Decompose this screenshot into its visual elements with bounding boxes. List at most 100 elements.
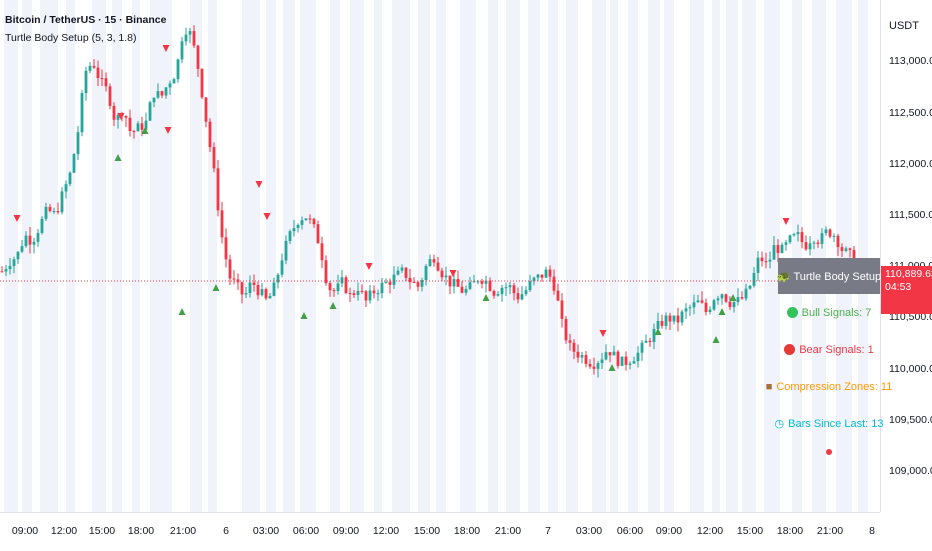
bullish-candle [184,27,188,46]
bearish-candle [668,312,672,330]
bearish-candle [660,314,664,329]
compression-zone-band [4,0,18,512]
bullish-candle [652,323,656,350]
chart-legend: Bitcoin / TetherUS · 15 · Binance Turtle… [5,14,166,44]
bullish-candle [392,266,396,290]
bull-signal-marker [608,364,616,371]
bullish-candle [748,285,752,290]
last-price-tag: 110,889.63 04:53 [881,266,932,314]
bullish-candle [84,66,88,101]
symbol-title[interactable]: Bitcoin / TetherUS · 15 · Binance [5,14,167,26]
bullish-candle [280,253,284,278]
bullish-candle [44,202,48,222]
box-icon: ■ [765,380,773,393]
bullish-candle [644,334,648,343]
compression-zone-band [712,0,720,512]
compression-zone-band [836,0,852,512]
bearish-candle [332,288,336,297]
candlestick-chart[interactable] [0,0,880,512]
bear-signal-marker [449,270,457,277]
bear-signal-marker [117,113,125,120]
bearish-candle [552,269,556,295]
bullish-candle [824,226,828,236]
bearish-candle [512,282,516,301]
bearish-candle [344,275,348,295]
bearish-candle [240,281,244,304]
time-tick-label: 21:00 [169,525,197,537]
bearish-candle [448,275,452,295]
bullish-candle [60,187,64,215]
bullish-candle [180,36,184,64]
bullish-candle [368,284,372,304]
bearish-candle [200,68,204,100]
currency-label[interactable]: USDT [889,20,919,32]
bullish-candle [304,218,308,221]
bullish-candle [284,235,288,265]
bullish-candle [500,284,504,302]
bullish-candle [636,346,640,368]
bullish-candle [116,112,120,129]
time-tick-label: 15:00 [88,525,116,537]
bullish-candle [656,312,660,332]
bullish-candle [76,125,80,160]
time-axis[interactable]: 09:00 12:00 15:00 18:00 21:00 6 03:00 06:00 09:0… [0,512,880,551]
time-tick-label: 06:00 [292,525,320,537]
bearish-candle [92,59,96,69]
bull-signal-marker [300,312,308,319]
bullish-candle [708,306,712,315]
time-tick-label: 15:00 [736,525,764,537]
bullish-candle [476,280,480,285]
bullish-candle [356,282,360,301]
time-tick-label: 18:00 [127,525,155,537]
time-tick-label: 03:00 [575,525,603,537]
time-tick-label: 18:00 [453,525,481,537]
indicator-title[interactable]: Turtle Body Setup (5, 3, 1.8) [5,32,137,44]
bull-signal-marker [212,284,220,291]
compression-zone-band [300,0,316,512]
bullish-candle [248,275,252,298]
bearish-candle [564,316,568,344]
price-axis[interactable]: USDT 113,000.00 112,500.00 112,000.00 111,5… [880,0,932,512]
bearish-candle [320,236,324,269]
bullish-candle [720,293,724,305]
bearish-candle [316,220,320,244]
bullish-candle [772,236,776,260]
compression-zones-row: ■ Compression Zones: 11 [766,368,893,405]
bearish-candle [760,251,764,267]
bearish-candle [48,203,52,213]
bearish-candle [140,116,144,137]
compression-zone-band [22,0,32,512]
bearish-candle [204,97,208,128]
compression-zone-band [350,0,364,512]
chart-plot-area[interactable] [0,0,880,512]
bearish-candle [704,298,708,316]
bullish-candle [788,234,792,245]
last-price-value: 110,889.63 [885,268,932,280]
bear-signals-row: Bear Signals: 1 [778,331,880,368]
bearish-candle [372,285,376,299]
bear-signal-marker [162,45,170,52]
price-tick-label: 112,500.00 [889,106,932,119]
bearish-candle [648,337,652,347]
compression-zone-band [460,0,476,512]
price-tick-label: 109,000.00 [889,465,932,478]
bullish-candle [36,229,40,247]
bull-signal-marker [141,127,149,134]
bearish-candle [324,255,328,286]
bear-signal-marker [782,218,790,225]
bullish-candle [696,294,700,303]
bearish-candle [556,283,560,302]
bullish-candle [692,294,696,315]
bull-signal-marker [329,302,337,309]
bearish-candle [516,287,520,304]
red-circle-icon [784,344,796,355]
compression-zone-band [330,0,340,512]
time-tick-label: 7 [545,525,551,537]
price-tick-label: 110,000.00 [889,362,932,375]
time-tick-label: 09:00 [11,525,39,537]
bullish-candle [580,351,584,364]
bearish-candle [104,72,108,92]
clock-icon: ◷ [774,418,785,430]
bearish-candle [440,267,444,282]
bearish-candle [228,254,232,285]
